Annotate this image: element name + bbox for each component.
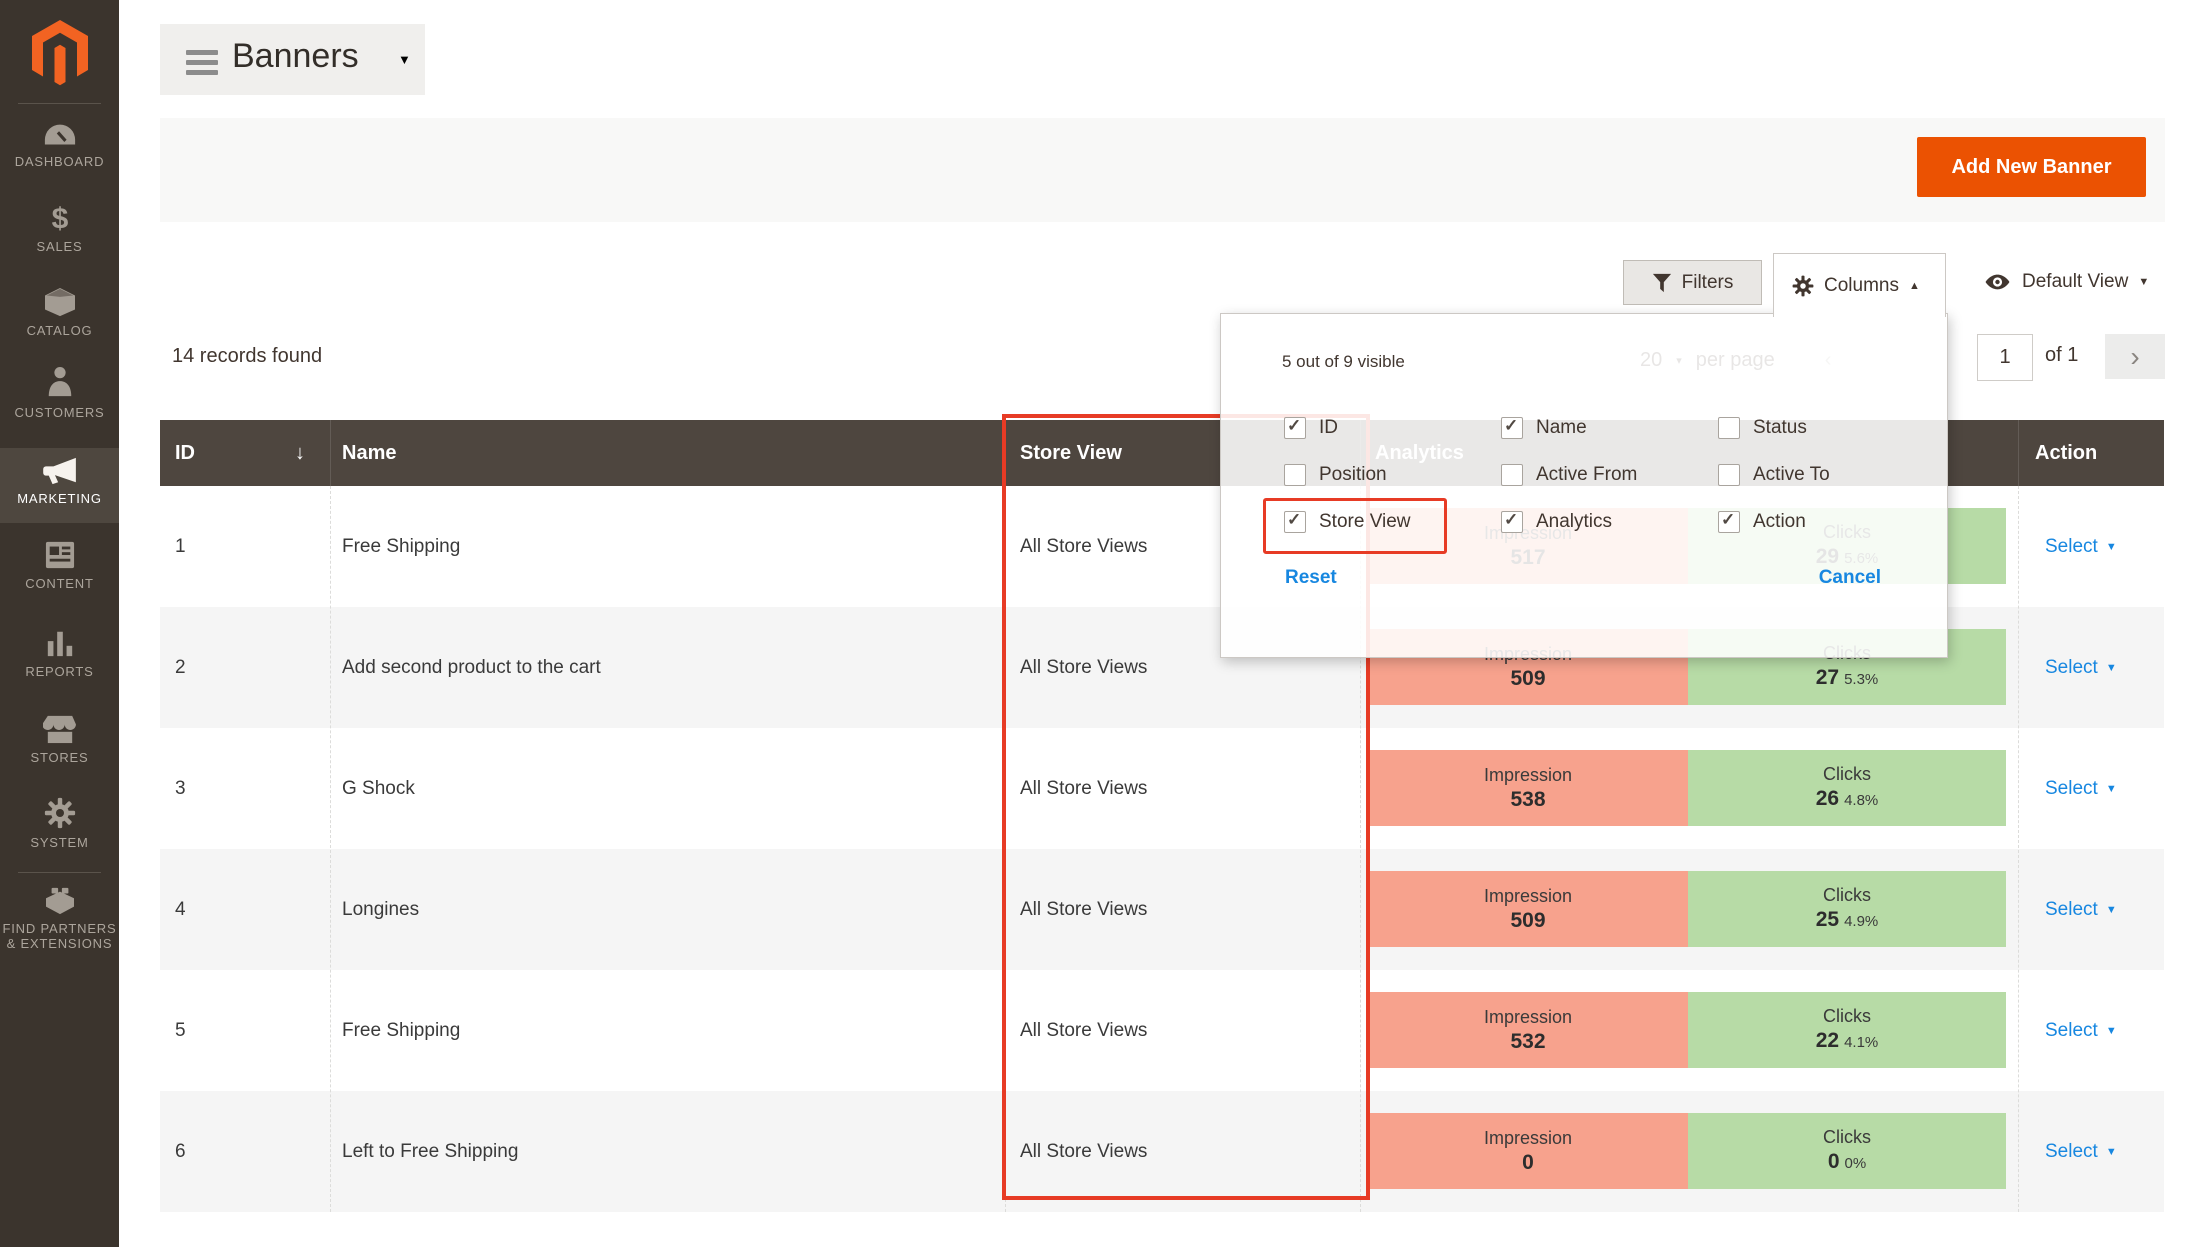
toolbar-band — [160, 118, 2165, 222]
checkbox-unchecked-icon[interactable] — [1501, 464, 1523, 486]
column-option-action[interactable]: Action — [1718, 508, 1806, 536]
column-option-active-to[interactable]: Active To — [1718, 461, 1830, 489]
clicks-metric: Clicks 0 0% — [1688, 1113, 2006, 1189]
sidebar-item-reports[interactable]: REPORTS — [0, 628, 119, 679]
chevron-down-icon: ▼ — [2105, 540, 2117, 553]
sales-icon: $ — [51, 203, 68, 233]
eye-icon — [1985, 274, 2010, 290]
columns-button[interactable]: Columns ▲ — [1773, 253, 1946, 317]
col-header-store-view[interactable]: Store View — [1020, 442, 1122, 464]
marketing-icon — [42, 457, 76, 485]
menu-icon[interactable] — [186, 50, 218, 80]
page-title-block: Banners ▼ — [160, 24, 425, 95]
table-row: 4 Longines All Store Views Impression 509… — [160, 849, 2164, 970]
checkbox-unchecked-icon[interactable] — [1718, 464, 1740, 486]
customers-icon — [48, 367, 71, 397]
sidebar-item-sales[interactable]: $ SALES — [36, 203, 83, 254]
checkbox-unchecked-icon[interactable] — [1718, 417, 1740, 439]
page-of-label: of 1 — [2045, 344, 2079, 366]
col-header-action[interactable]: Action — [2035, 442, 2098, 464]
impression-metric: Impression 532 — [1368, 992, 1688, 1068]
checkbox-checked-icon[interactable] — [1284, 510, 1306, 533]
columns-visible-summary: 5 out of 9 visible — [1282, 352, 1405, 371]
select-action-menu[interactable]: Select ▼ — [2045, 656, 2117, 678]
select-action-menu[interactable]: Select ▼ — [2045, 1019, 2117, 1041]
clicks-metric: Clicks 25 4.9% — [1688, 871, 2006, 947]
column-option-store-view[interactable]: Store View — [1284, 508, 1411, 536]
next-page-button[interactable]: › — [2105, 334, 2165, 379]
content-icon — [45, 541, 74, 569]
add-new-banner-button[interactable]: Add New Banner — [1917, 137, 2146, 197]
stores-icon — [42, 715, 76, 744]
svg-text:$: $ — [51, 203, 68, 233]
select-action-menu[interactable]: Select ▼ — [2045, 777, 2117, 799]
reports-icon — [47, 631, 72, 657]
clicks-metric: Clicks 22 4.1% — [1688, 992, 2006, 1068]
checkbox-checked-icon[interactable] — [1501, 416, 1523, 439]
clicks-metric: Clicks 26 4.8% — [1688, 750, 2006, 826]
impression-metric: Impression 0 — [1368, 1113, 1688, 1189]
column-option-position[interactable]: Position — [1284, 461, 1387, 489]
chevron-down-icon[interactable]: ▼ — [398, 52, 411, 67]
sidebar-item-stores[interactable]: STORES — [0, 714, 119, 765]
table-row: 5 Free Shipping All Store Views Impressi… — [160, 970, 2164, 1091]
system-icon — [44, 797, 75, 829]
col-header-name[interactable]: Name — [342, 442, 397, 464]
sidebar-item-content[interactable]: CONTENT — [0, 540, 119, 591]
store-view-option-annotation — [1263, 498, 1447, 554]
chevron-down-icon: ▼ — [2105, 782, 2117, 795]
sidebar-item-system[interactable]: SYSTEM — [0, 797, 119, 850]
sidebar-item-dashboard[interactable]: DASHBOARD — [0, 122, 119, 169]
column-option-status[interactable]: Status — [1718, 414, 1807, 442]
chevron-down-icon: ▼ — [2105, 1024, 2117, 1037]
sidebar: DASHBOARD $ SALES CATALOG CUSTOMERS MARK… — [0, 0, 119, 1247]
chevron-down-icon: ▼ — [2105, 661, 2117, 674]
page-title: Banners — [232, 37, 359, 75]
select-action-menu[interactable]: Select ▼ — [2045, 1140, 2117, 1162]
chevron-down-icon: ▼ — [2105, 903, 2117, 916]
extensions-icon — [45, 887, 74, 915]
records-count: 14 records found — [172, 345, 323, 367]
reset-link[interactable]: Reset — [1285, 567, 1337, 588]
gear-icon — [1792, 275, 1814, 296]
sidebar-item-catalog[interactable]: CATALOG — [0, 287, 119, 338]
sidebar-item-customers[interactable]: CUSTOMERS — [0, 365, 119, 420]
checkbox-checked-icon[interactable] — [1501, 510, 1523, 533]
checkbox-checked-icon[interactable] — [1718, 510, 1740, 533]
impression-metric: Impression 538 — [1368, 750, 1688, 826]
filters-button[interactable]: Filters — [1623, 260, 1762, 305]
cancel-link[interactable]: Cancel — [1818, 567, 1881, 588]
checkbox-unchecked-icon[interactable] — [1284, 464, 1306, 486]
column-option-name[interactable]: Name — [1501, 414, 1587, 442]
chevron-down-icon: ▼ — [2138, 276, 2150, 288]
filter-funnel-icon — [1652, 273, 1671, 292]
columns-dropdown-panel: 5 out of 9 visible ID Name Status Positi… — [1220, 313, 1948, 658]
sidebar-divider — [18, 872, 101, 873]
chevron-down-icon: ▼ — [2105, 1145, 2117, 1158]
chevron-up-icon: ▲ — [1908, 279, 1920, 292]
sort-desc-icon[interactable]: ↓ — [295, 442, 305, 464]
checkbox-checked-icon[interactable] — [1284, 416, 1306, 439]
select-action-menu[interactable]: Select ▼ — [2045, 898, 2117, 920]
table-row: 6 Left to Free Shipping All Store Views … — [160, 1091, 2164, 1212]
page-input[interactable] — [1977, 334, 2033, 381]
dashboard-icon — [44, 124, 75, 145]
sidebar-item-marketing[interactable]: MARKETING — [0, 448, 119, 523]
col-header-id[interactable]: ID — [175, 442, 195, 464]
table-row: 3 G Shock All Store Views Impression 538 … — [160, 728, 2164, 849]
view-switcher[interactable]: Default View ▼ — [1983, 262, 2149, 302]
sidebar-divider — [18, 103, 101, 104]
column-option-id[interactable]: ID — [1284, 414, 1338, 442]
column-option-analytics[interactable]: Analytics — [1501, 508, 1612, 536]
sidebar-item-find-partners[interactable]: FIND PARTNERS & EXTENSIONS — [0, 887, 119, 951]
column-option-active-from[interactable]: Active From — [1501, 461, 1637, 489]
catalog-icon — [44, 287, 75, 317]
select-action-menu[interactable]: Select ▼ — [2045, 535, 2117, 557]
magento-logo[interactable] — [30, 20, 90, 86]
